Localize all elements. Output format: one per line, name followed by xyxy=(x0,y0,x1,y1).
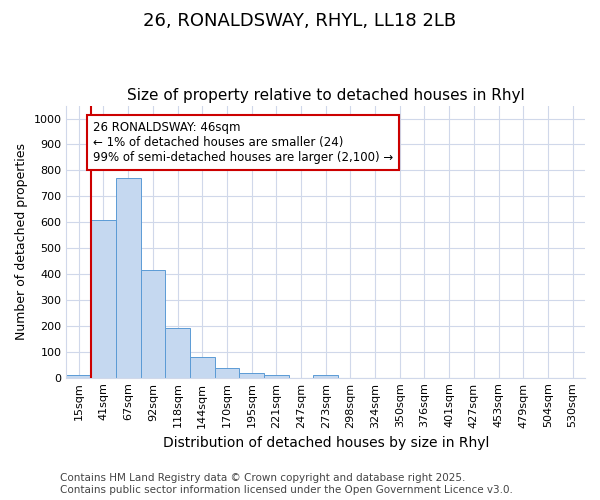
X-axis label: Distribution of detached houses by size in Rhyl: Distribution of detached houses by size … xyxy=(163,436,489,450)
Bar xyxy=(165,328,190,378)
Title: Size of property relative to detached houses in Rhyl: Size of property relative to detached ho… xyxy=(127,88,524,103)
Bar xyxy=(215,368,239,378)
Bar xyxy=(239,373,264,378)
Bar xyxy=(67,374,91,378)
Bar xyxy=(313,374,338,378)
Text: 26 RONALDSWAY: 46sqm
← 1% of detached houses are smaller (24)
99% of semi-detach: 26 RONALDSWAY: 46sqm ← 1% of detached ho… xyxy=(93,121,394,164)
Bar xyxy=(140,270,165,378)
Bar xyxy=(264,374,289,378)
Text: 26, RONALDSWAY, RHYL, LL18 2LB: 26, RONALDSWAY, RHYL, LL18 2LB xyxy=(143,12,457,30)
Bar xyxy=(91,220,116,378)
Bar xyxy=(190,358,215,378)
Y-axis label: Number of detached properties: Number of detached properties xyxy=(15,143,28,340)
Bar xyxy=(116,178,140,378)
Text: Contains HM Land Registry data © Crown copyright and database right 2025.
Contai: Contains HM Land Registry data © Crown c… xyxy=(60,474,513,495)
